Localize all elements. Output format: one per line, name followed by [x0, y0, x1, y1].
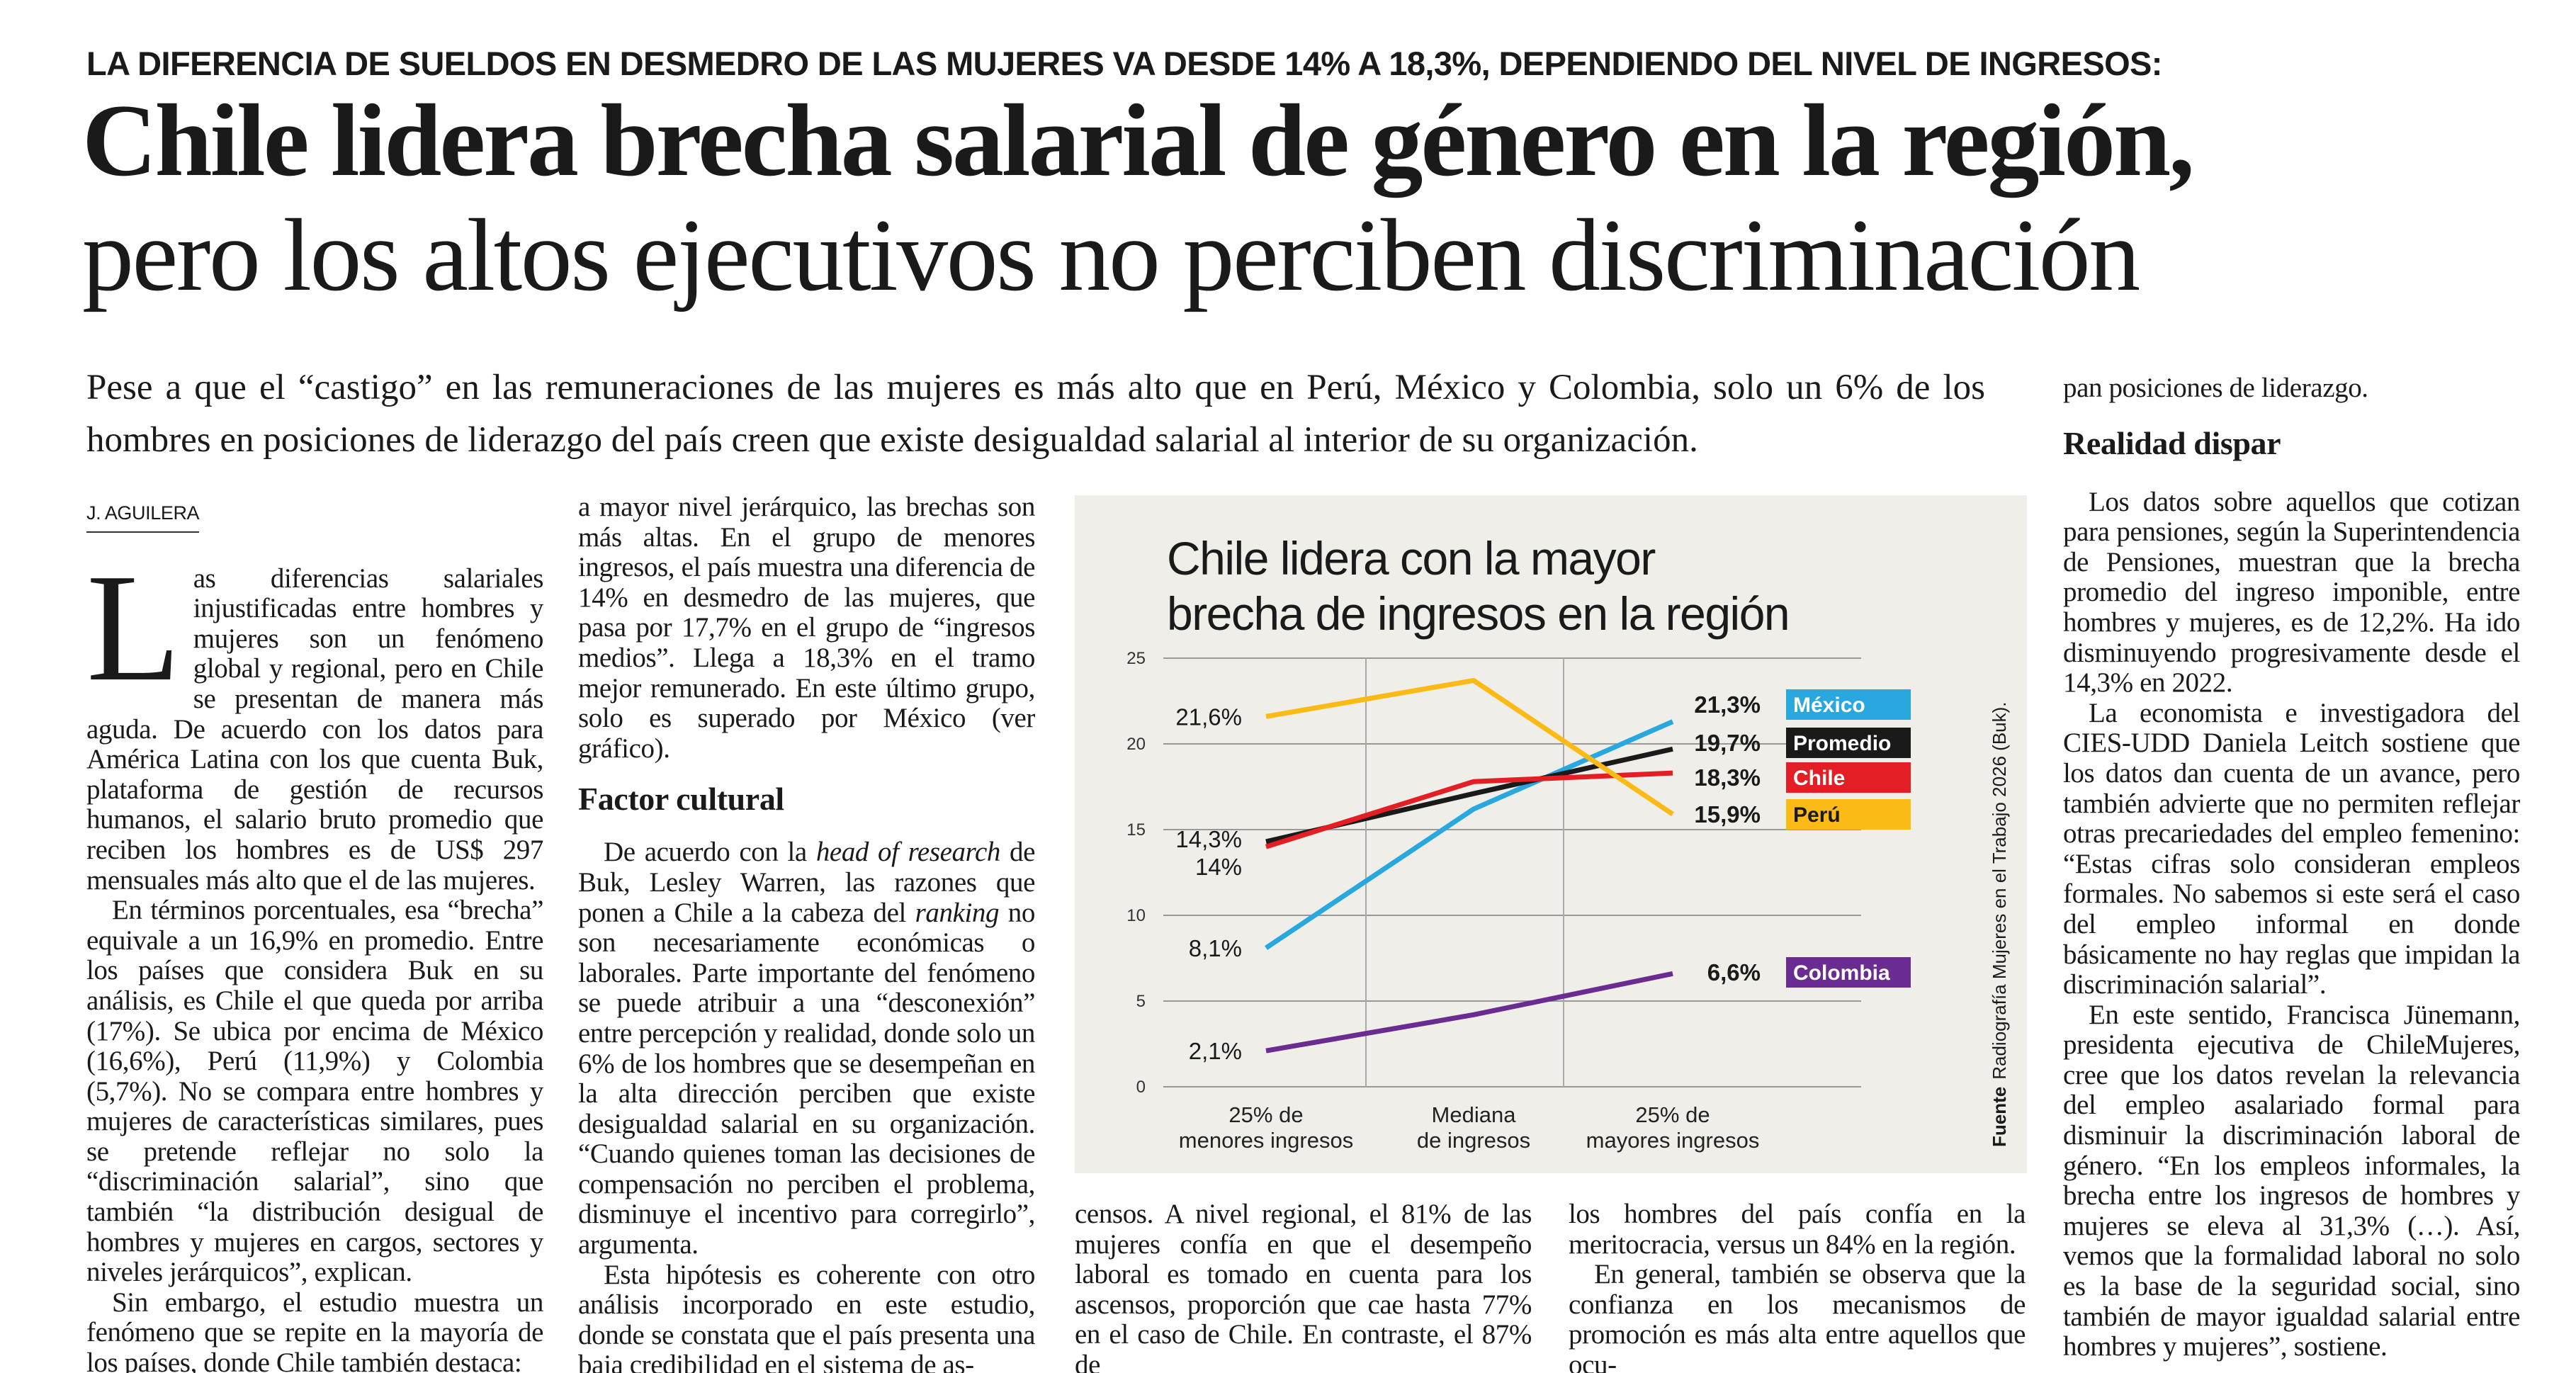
chart-source: Fuente Radiografía Mujeres en el Trabajo …: [1989, 701, 2011, 1147]
x-tick-label: Mediana: [1432, 1102, 1517, 1127]
legend-swatch-peru: [1786, 799, 1911, 830]
legend-label-peru: Perú: [1793, 803, 1841, 827]
y-tick-label: 0: [1136, 1078, 1146, 1097]
end-value-label-mexico: 21,3%: [1694, 691, 1761, 718]
chart-title-line-2: brecha de ingresos en la región: [1167, 587, 1790, 640]
paragraph: En este sentido, Francisca Jünemann, pre…: [2063, 999, 2520, 1362]
legend-swatch-promedio: [1786, 728, 1911, 758]
paragraph: La economista e investigadora del CIES-U…: [2063, 697, 2520, 1000]
paragraph: En general, también se observa que la co…: [1569, 1259, 2026, 1373]
paragraph: De acuerdo con la head of research de Bu…: [578, 837, 1035, 1260]
paragraph: Esta hipótesis es coherente con otro aná…: [578, 1259, 1035, 1373]
start-value-label-promedio: 14,3%: [1175, 826, 1242, 852]
source-label: Fuente: [1989, 1086, 2010, 1147]
x-tick-label: 25% de: [1635, 1102, 1710, 1127]
chart-title: Chile lidera con la mayor brecha de ingr…: [1167, 531, 1790, 641]
start-value-label-colombia: 2,1%: [1189, 1038, 1242, 1064]
column-5: pan posiciones de liderazgo. Realidad di…: [2063, 373, 2520, 1373]
y-tick-label: 5: [1136, 992, 1146, 1011]
chart: Chile lidera con la mayor brecha de ingr…: [1075, 495, 2027, 1173]
column-2: a mayor nivel jerárquico, las brechas so…: [578, 492, 1035, 1373]
subheading: Factor cultural: [578, 781, 784, 818]
headline-line-2: pero los altos ejecutivos no perciben di…: [82, 198, 2140, 312]
paragraph: los hombres del país confía en la merito…: [1569, 1199, 2026, 1260]
text: de Buk, Lesley Warren, las razones que p…: [578, 837, 1035, 928]
y-tick-label: 10: [1126, 906, 1146, 925]
legend-label-chile: Chile: [1793, 767, 1845, 790]
paragraph: a mayor nivel jerárquico, las brechas so…: [578, 492, 1035, 764]
end-value-label-chile: 18,3%: [1694, 764, 1761, 791]
y-tick-label: 20: [1126, 735, 1146, 754]
italic-text: head of research: [815, 837, 1001, 868]
end-value-label-peru: 15,9%: [1694, 801, 1761, 827]
start-value-label-mexico: 8,1%: [1189, 935, 1242, 961]
end-value-label-colombia: 6,6%: [1707, 959, 1761, 985]
paragraph: En términos porcentuales, esa “brecha” e…: [86, 895, 543, 1288]
subheading: Realidad dispar: [2063, 424, 2281, 461]
legend-label-colombia: Colombia: [1793, 961, 1890, 985]
series-line-peru: [1265, 677, 1674, 817]
headline-line-1: Chile lidera brecha salarial de género e…: [82, 83, 2195, 198]
y-tick-label: 25: [1126, 649, 1146, 668]
column-4: los hombres del país confía en la merito…: [1569, 1199, 2026, 1373]
deck: Pese a que el “castigo” en las remunerac…: [86, 368, 1985, 460]
paragraph: pan posiciones de liderazgo.: [2063, 373, 2368, 403]
x-tick-label: mayores ingresos: [1586, 1128, 1760, 1153]
legend-swatch-chile: [1786, 762, 1911, 793]
text: no son necesariamente económicas o labor…: [578, 897, 1035, 1260]
legend-label-mexico: México: [1793, 694, 1865, 717]
paragraph: Los datos sobre aquellos que cotizan par…: [2063, 486, 2520, 699]
x-tick-label: menores ingresos: [1179, 1128, 1353, 1153]
x-tick-label: de ingresos: [1417, 1128, 1530, 1153]
column-3: censos. A nivel regional, el 81% de las …: [1075, 1199, 1532, 1373]
legend-label-promedio: Promedio: [1793, 732, 1891, 755]
paragraph: Sin embargo, el estudio muestra un fenóm…: [86, 1287, 543, 1373]
series-line-colombia: [1265, 971, 1673, 1053]
end-value-label-promedio: 19,7%: [1694, 730, 1761, 756]
start-value-label-chile: 14%: [1195, 854, 1242, 880]
y-tick-label: 15: [1126, 820, 1146, 840]
legend-swatch-colombia: [1786, 957, 1911, 988]
legend-swatch-mexico: [1786, 689, 1911, 720]
paragraph: censos. A nivel regional, el 81% de las …: [1075, 1199, 1532, 1373]
source-text: Radiografía Mujeres en el Trabajo 2026 (…: [1989, 701, 2010, 1080]
start-value-label-peru: 21,6%: [1175, 704, 1242, 730]
series-line-mexico: [1265, 719, 1674, 950]
byline: J. AGUILERA: [86, 498, 200, 533]
drop-cap: L: [86, 542, 181, 713]
italic-text: ranking: [915, 897, 1000, 928]
chart-title-line-1: Chile lidera con la mayor: [1167, 532, 1656, 584]
kicker: LA DIFERENCIA DE SUELDOS EN DESMEDRO DE …: [86, 45, 2162, 82]
paragraph-text: as diferencias salariales injustificadas…: [86, 563, 543, 895]
series-line-chile: [1265, 770, 1673, 849]
x-tick-label: 25% de: [1228, 1102, 1303, 1127]
text: De acuerdo con la: [604, 837, 816, 868]
